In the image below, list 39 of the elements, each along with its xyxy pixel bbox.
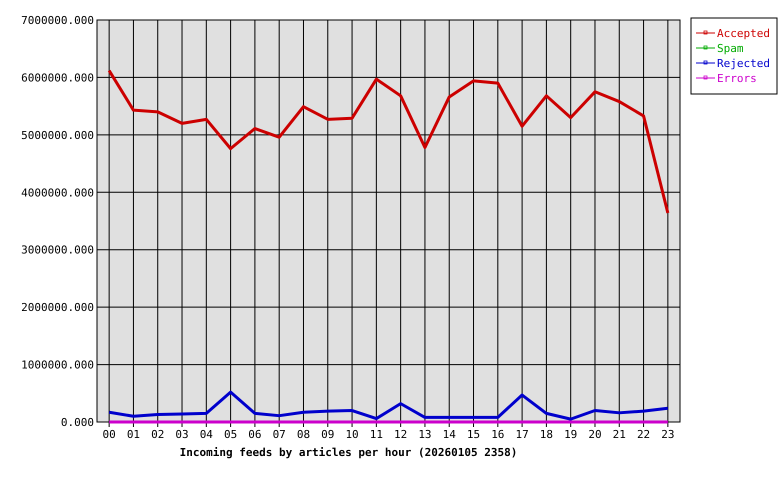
x-tick-label: 22 — [636, 428, 650, 441]
y-tick-label: 6000000.000 — [21, 71, 94, 84]
x-tick-label: 06 — [248, 428, 262, 441]
x-tick-label: 01 — [126, 428, 140, 441]
x-tick-label: 02 — [151, 428, 164, 441]
legend-label: Accepted — [717, 27, 770, 40]
y-tick-label: 1000000.000 — [21, 358, 94, 372]
x-tick-label: 12 — [394, 428, 408, 441]
x-axis-title: Incoming feeds by articles per hour (20260105 2358) — [180, 446, 518, 459]
x-tick-label: 23 — [661, 428, 674, 441]
y-tick-label: 7000000.000 — [21, 14, 94, 27]
x-tick-label: 14 — [442, 428, 456, 441]
x-tick-label: 18 — [540, 428, 554, 441]
x-tick-label: 19 — [564, 428, 578, 441]
x-tick-label: 16 — [491, 428, 504, 441]
x-tick-label: 13 — [418, 428, 432, 441]
line-series — [108, 69, 670, 214]
x-tick-label: 03 — [175, 428, 189, 441]
legend-label: Rejected — [717, 57, 770, 70]
y-tick-label: 2000000.000 — [21, 301, 94, 314]
x-tick-label: 09 — [321, 428, 334, 441]
x-tick-label: 17 — [515, 428, 529, 441]
x-tick-label: 00 — [102, 428, 116, 441]
y-tick-label: 3000000.000 — [21, 244, 94, 257]
y-tick-label: 0.000 — [60, 416, 94, 429]
y-tick-label: 4000000.000 — [21, 186, 94, 200]
y-tick-label: 5000000.000 — [21, 128, 94, 142]
x-tick-label: 15 — [466, 428, 480, 441]
x-tick-label: 21 — [612, 428, 626, 441]
x-tick-label: 10 — [345, 428, 359, 441]
x-tick-label: 07 — [272, 428, 286, 441]
x-tick-label: 04 — [200, 428, 214, 441]
x-tick-label: 11 — [370, 428, 383, 441]
line-series — [108, 390, 670, 421]
legend-label: Spam — [717, 42, 744, 55]
x-tick-label: 05 — [224, 428, 238, 441]
legend-label: Errors — [717, 72, 757, 85]
x-tick-label: 20 — [588, 428, 602, 441]
x-tick-label: 08 — [296, 428, 310, 441]
